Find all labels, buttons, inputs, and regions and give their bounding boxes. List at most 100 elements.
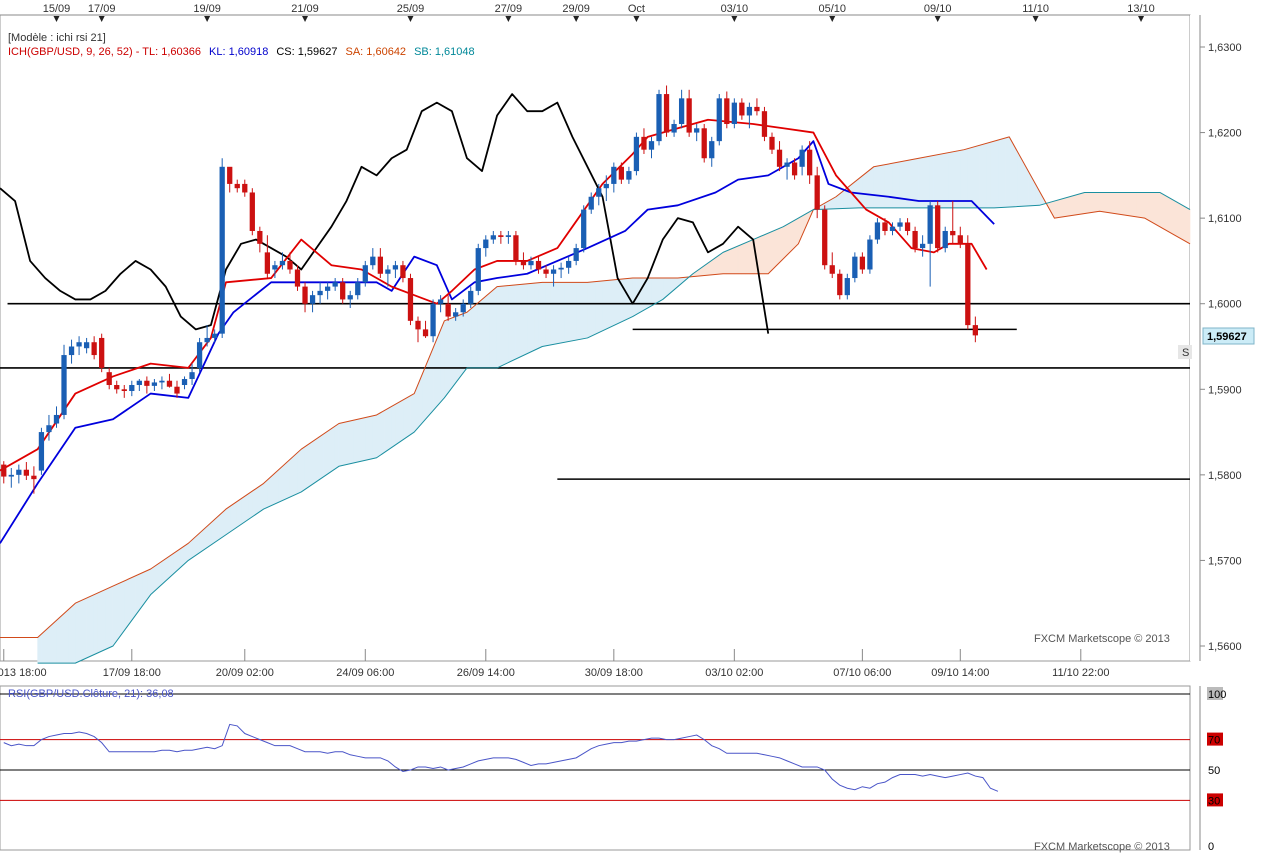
cloud-segment [157, 560, 163, 589]
cloud-segment [538, 281, 543, 349]
candle-body [852, 256, 858, 279]
cloud-segment [553, 282, 558, 345]
time-tick-label: 11/10 22:00 [1052, 667, 1109, 679]
time-tick-label: 07/10 06:00 [833, 667, 891, 679]
rsi-tick-label: 30 [1208, 795, 1220, 807]
cloud-segment [97, 590, 102, 654]
candle-body [618, 166, 624, 180]
date-tick-marker [204, 16, 211, 22]
candle-body [294, 269, 301, 287]
candle-body [663, 94, 670, 133]
cloud-segment [56, 616, 61, 664]
candle-body [972, 325, 978, 336]
cloud-segment [937, 153, 942, 209]
date-tick-marker [53, 16, 60, 22]
time-tick-label: 30/09 18:00 [585, 667, 643, 679]
candle-body [686, 98, 692, 133]
cloud-segment [971, 146, 976, 209]
date-tick-label: 09/10 [924, 3, 952, 15]
watermark-price: FXCM Marketscope © 2013 [1034, 633, 1170, 645]
candle-body [61, 355, 67, 415]
cloud-segment [75, 601, 80, 664]
cloud-segment [508, 284, 513, 364]
candle-body [227, 166, 233, 184]
cloud-segment [44, 626, 50, 664]
top-date-axis: 15/09 17/09 19/09 21/09 25/09 27/09 29/09 Oct 03… [43, 3, 1155, 22]
rsi-tick-label: 100 [1208, 689, 1226, 701]
cloud-segment [771, 229, 777, 271]
cloud-segment [255, 485, 261, 515]
cloud-segment [78, 599, 84, 662]
candle-body [935, 205, 941, 249]
cloud-segment [944, 152, 950, 209]
y-tick-label: 1,5700 [1208, 555, 1242, 567]
cloud-segment [304, 443, 310, 490]
candle-body [889, 226, 896, 231]
cloud-segment [1148, 192, 1153, 223]
cloud-segment [263, 479, 268, 510]
date-tick-marker [302, 16, 309, 22]
cloud-segment [308, 440, 313, 488]
cloud-segment [779, 226, 784, 264]
y-tick-label: 1,6100 [1208, 213, 1242, 225]
candle-body [837, 273, 843, 296]
cloud-segment [116, 582, 121, 642]
cloud-segment [1140, 192, 1146, 219]
candle-body [656, 94, 662, 142]
candle-body [611, 166, 617, 184]
cloud-segment [1091, 192, 1097, 213]
cloud-segment [519, 283, 524, 358]
cloud-segment [933, 154, 938, 209]
candle-body [257, 230, 263, 244]
candle-body [716, 98, 722, 142]
cloud-segment [941, 152, 946, 209]
cloud-segment [926, 155, 931, 209]
date-tick-marker [1138, 16, 1145, 22]
candle-body [400, 265, 406, 279]
cloud-segment [300, 446, 306, 493]
rsi-grid: 100 70 50 30 0 [0, 687, 1226, 853]
cloud-segment [1118, 192, 1123, 216]
candle-body [633, 136, 640, 172]
cloud-segment [888, 162, 893, 209]
indicator-header-part: CS: 1,59627 [276, 46, 337, 58]
cloud-segment [1174, 200, 1180, 238]
candle-body [16, 469, 22, 475]
cloud-segment [316, 435, 321, 483]
cloud-segment [1170, 198, 1176, 236]
cloud-segment [82, 597, 87, 661]
cloud-segment [624, 278, 630, 321]
rsi-tick-box [1207, 732, 1223, 746]
cloud-segment [41, 629, 46, 664]
candle-body [919, 243, 926, 249]
date-tick-label: 13/10 [1127, 3, 1155, 15]
candle-body [761, 111, 768, 137]
cloud-segment [515, 284, 520, 360]
date-tick-label: 21/09 [291, 3, 319, 15]
cloud-segment [285, 458, 291, 500]
cloud-segment [86, 595, 91, 659]
cloud-segment [376, 412, 381, 459]
cloud-segment [1136, 192, 1142, 218]
ichimoku-lines [0, 93, 1191, 664]
cloud-segment [1133, 192, 1138, 218]
candle-body [83, 342, 90, 349]
cloud-segment [564, 282, 569, 343]
rsi-tick-box [1207, 793, 1223, 807]
candle-body [573, 248, 579, 261]
date-tick-label: 03/10 [721, 3, 749, 15]
cloud-segment [504, 285, 509, 365]
cloud-segment [139, 571, 144, 611]
candle-body [475, 248, 481, 291]
cloud-segment [93, 592, 99, 656]
cloud-segment [782, 224, 788, 260]
cut-marker-box [1178, 345, 1192, 359]
candle-body [927, 205, 933, 244]
candle-body [739, 102, 745, 116]
cloud-segment [1144, 192, 1149, 221]
date-tick-label: 29/09 [562, 3, 590, 15]
date-tick-label: 25/09 [397, 3, 425, 15]
cloud-segment [986, 141, 991, 209]
cloud-segment [541, 282, 547, 347]
candle-body [791, 162, 798, 176]
